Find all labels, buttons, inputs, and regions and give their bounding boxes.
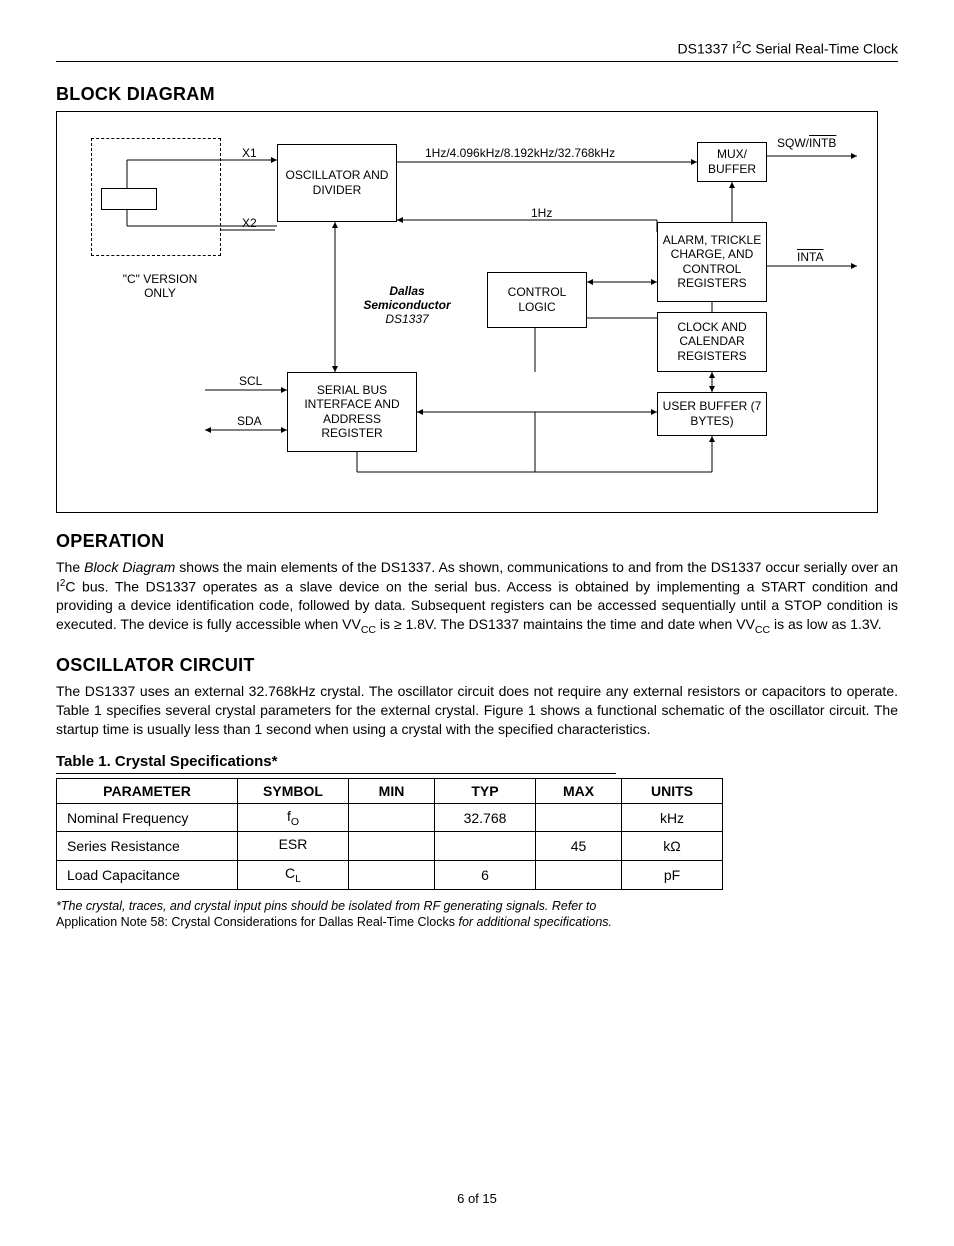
- td-min: [349, 803, 435, 832]
- onehz-label: 1Hz: [531, 206, 552, 220]
- td-max: 45: [536, 832, 622, 861]
- control-logic-box: CONTROL LOGIC: [487, 272, 587, 328]
- table-footnote: *The crystal, traces, and crystal input …: [56, 898, 898, 931]
- table-header-row: PARAMETER SYMBOL MIN TYP MAX UNITS: [57, 778, 723, 803]
- control-logic-text: CONTROL LOGIC: [492, 285, 582, 314]
- operation-paragraph: The Block Diagram shows the main element…: [56, 558, 898, 637]
- op-d: is ≥ 1.8V. The DS1337 maintains the time…: [376, 616, 746, 632]
- th-min: MIN: [349, 778, 435, 803]
- serial-bus-box: SERIAL BUS INTERFACE AND ADDRESS REGISTE…: [287, 372, 417, 452]
- td-symbol: CL: [238, 861, 349, 890]
- th-units: UNITS: [622, 778, 723, 803]
- td-max: [536, 861, 622, 890]
- dallas-b: Semiconductor: [363, 298, 450, 312]
- header-product: DS1337 I: [678, 41, 736, 57]
- th-symbol: SYMBOL: [238, 778, 349, 803]
- dallas-c: DS1337: [385, 312, 428, 326]
- table-body: Nominal Frequency fO 32.768 kHz Series R…: [57, 803, 723, 889]
- scl-label: SCL: [239, 374, 262, 388]
- freqs-label: 1Hz/4.096kHz/8.192kHz/32.768kHz: [425, 146, 615, 160]
- td-min: [349, 832, 435, 861]
- td-param: Load Capacitance: [57, 861, 238, 890]
- td-units: pF: [622, 861, 723, 890]
- x1-label: X1: [242, 146, 257, 160]
- sqw-a: SQW/: [777, 136, 809, 150]
- alarm-text: ALARM, TRICKLE CHARGE, AND CONTROL REGIS…: [662, 233, 762, 291]
- op-em: Block Diagram: [84, 559, 175, 575]
- table-title: Table 1. Crystal Specifications*: [56, 753, 616, 774]
- td-min: [349, 861, 435, 890]
- table-row: Nominal Frequency fO 32.768 kHz: [57, 803, 723, 832]
- th-parameter: PARAMETER: [57, 778, 238, 803]
- clock-cal-text: CLOCK AND CALENDAR REGISTERS: [662, 320, 762, 363]
- mux-box: MUX/ BUFFER: [697, 142, 767, 182]
- serial-bus-text: SERIAL BUS INTERFACE AND ADDRESS REGISTE…: [292, 383, 412, 441]
- op-e: is as low as 1.3V.: [770, 616, 882, 632]
- header-tail: C Serial Real-Time Clock: [741, 41, 898, 57]
- page-header: DS1337 I2C Serial Real-Time Clock: [56, 40, 898, 62]
- inta-label: INTA: [797, 250, 823, 264]
- inta-text: INTA: [797, 250, 823, 264]
- page-number: 6 of 15: [56, 1191, 898, 1206]
- alarm-box: ALARM, TRICKLE CHARGE, AND CONTROL REGIS…: [657, 222, 767, 302]
- sym-sub: O: [291, 815, 299, 827]
- footnote-a: *The crystal, traces, and crystal input …: [56, 899, 596, 913]
- user-buffer-box: USER BUFFER (7 BYTES): [657, 392, 767, 436]
- td-typ: [435, 832, 536, 861]
- sym-sub: L: [295, 873, 301, 885]
- osc-heading: OSCILLATOR CIRCUIT: [56, 655, 898, 676]
- footnote-b: Application Note 58: Crystal Considerati…: [56, 915, 455, 929]
- th-max: MAX: [536, 778, 622, 803]
- sqw-label: SQW/INTB: [777, 136, 836, 150]
- clock-cal-box: CLOCK AND CALENDAR REGISTERS: [657, 312, 767, 372]
- td-param: Series Resistance: [57, 832, 238, 861]
- user-buffer-text: USER BUFFER (7 BYTES): [662, 399, 762, 428]
- dallas-a: Dallas: [389, 284, 424, 298]
- mux-text: MUX/ BUFFER: [702, 147, 762, 176]
- crystal-rect: [101, 188, 157, 210]
- td-units: kHz: [622, 803, 723, 832]
- block-diagram-heading: BLOCK DIAGRAM: [56, 84, 898, 105]
- crystal-spec-table: PARAMETER SYMBOL MIN TYP MAX UNITS Nomin…: [56, 778, 723, 890]
- td-symbol: ESR: [238, 832, 349, 861]
- oscillator-text: OSCILLATOR AND DIVIDER: [282, 168, 392, 197]
- sym-a: C: [285, 865, 295, 881]
- table-row: Series Resistance ESR 45 kΩ: [57, 832, 723, 861]
- td-max: [536, 803, 622, 832]
- sda-label: SDA: [237, 414, 262, 428]
- c-version-label: "C" VERSION ONLY: [115, 272, 205, 300]
- td-param: Nominal Frequency: [57, 803, 238, 832]
- osc-paragraph: The DS1337 uses an external 32.768kHz cr…: [56, 682, 898, 739]
- td-typ: 6: [435, 861, 536, 890]
- td-typ: 32.768: [435, 803, 536, 832]
- td-symbol: fO: [238, 803, 349, 832]
- sqw-b: INTB: [809, 136, 836, 150]
- footnote-c: for additional specifications.: [455, 915, 612, 929]
- sym-a: ESR: [279, 836, 308, 852]
- dallas-label: Dallas Semiconductor DS1337: [347, 284, 467, 326]
- op-a: The: [56, 559, 84, 575]
- th-typ: TYP: [435, 778, 536, 803]
- table-row: Load Capacitance CL 6 pF: [57, 861, 723, 890]
- operation-heading: OPERATION: [56, 531, 898, 552]
- oscillator-box: OSCILLATOR AND DIVIDER: [277, 144, 397, 222]
- block-diagram: X1 X2 OSCILLATOR AND DIVIDER 1Hz/4.096kH…: [56, 111, 878, 513]
- x2-label: X2: [242, 216, 257, 230]
- td-units: kΩ: [622, 832, 723, 861]
